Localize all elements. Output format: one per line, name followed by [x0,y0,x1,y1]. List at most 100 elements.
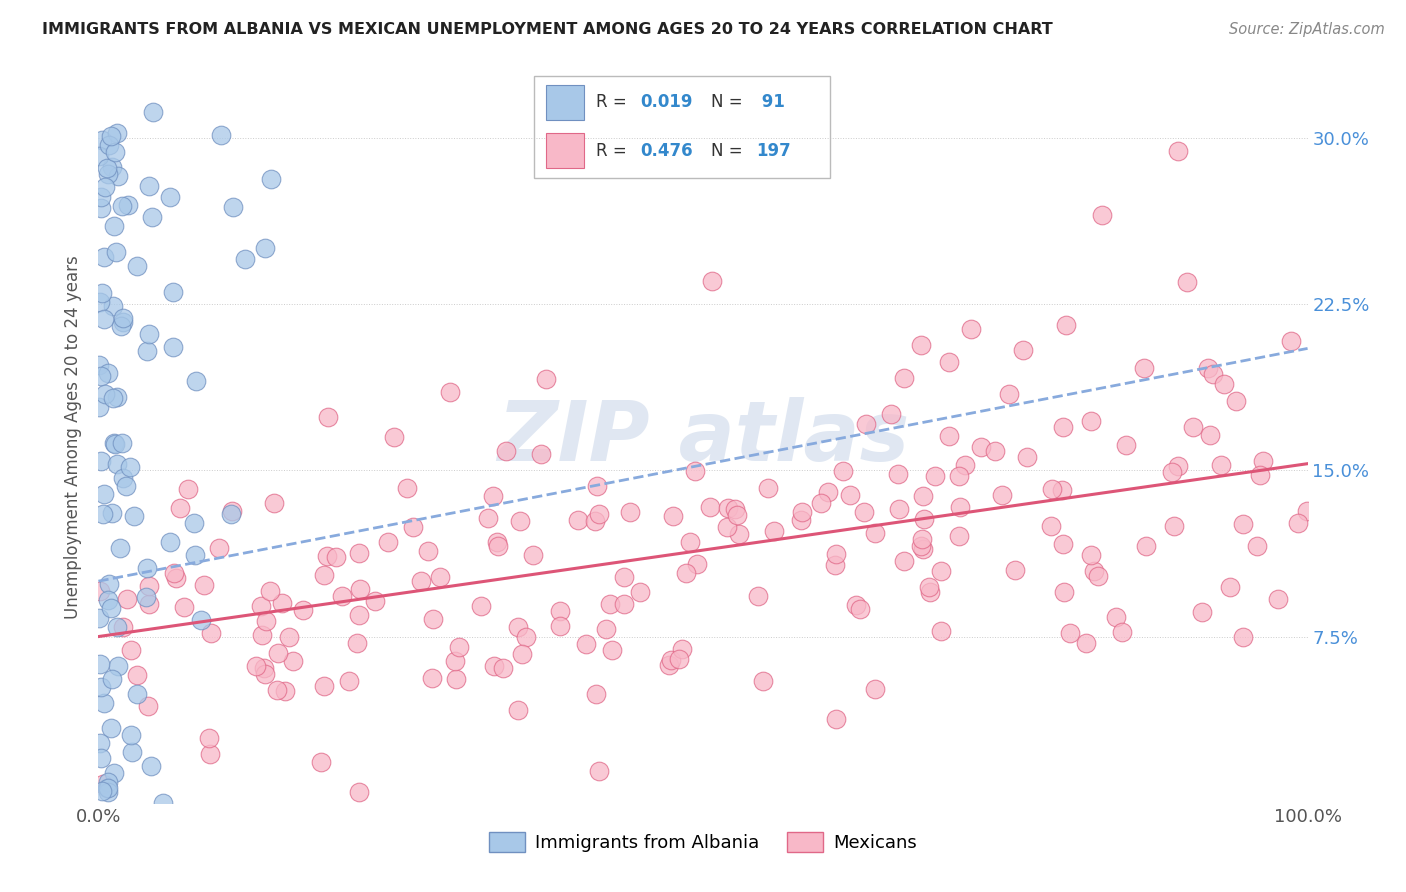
Point [107,169,129,183]
Point [103,219,125,233]
Point [100,160,122,174]
Point [548,604,571,618]
Point [111,199,134,213]
Point [163,566,186,581]
Point [852,505,875,519]
Bar [546,133,585,168]
Point [349,582,371,596]
Point [1191,606,1213,620]
Point [887,467,910,482]
Point [683,463,706,477]
Point [104,145,127,160]
Point [931,624,953,639]
Point [122,508,145,523]
Point [613,570,636,584]
Point [588,507,610,521]
Point [599,597,621,611]
Point [887,502,910,516]
Point [104,437,127,451]
Point [1279,334,1302,348]
Point [1225,394,1247,409]
Text: IMMIGRANTS FROM ALBANIA VS MEXICAN UNEMPLOYMENT AMONG AGES 20 TO 24 YEARS CORREL: IMMIGRANTS FROM ALBANIA VS MEXICAN UNEMP… [42,22,1053,37]
Point [1182,420,1205,434]
Point [1052,419,1074,434]
Point [96,161,118,176]
Point [125,668,148,682]
Point [1232,517,1254,532]
Point [1111,625,1133,640]
Point [263,496,285,510]
Point [105,390,128,404]
Point [1167,459,1189,474]
Point [267,646,290,660]
Point [1053,584,1076,599]
Point [382,430,405,444]
Point [121,746,143,760]
Point [330,589,353,603]
Point [1251,454,1274,468]
Y-axis label: Unemployment Among Ages 20 to 24 years: Unemployment Among Ages 20 to 24 years [65,255,83,619]
Point [522,548,544,562]
Point [100,721,122,735]
Point [1054,318,1077,332]
Point [855,417,877,431]
Point [94,387,117,401]
Text: 0.476: 0.476 [641,142,693,160]
Point [668,651,690,665]
Point [90,369,112,384]
Point [929,564,952,578]
Point [198,747,221,761]
Point [152,796,174,810]
Point [281,654,304,668]
Point [1286,516,1309,530]
Point [1052,483,1074,497]
Point [1104,610,1126,624]
Point [863,525,886,540]
Point [89,584,111,599]
Point [949,500,972,514]
Point [111,620,134,634]
Point [96,781,118,796]
Point [103,766,125,780]
Point [880,407,903,421]
Point [337,673,360,688]
Point [492,661,515,675]
Point [991,488,1014,502]
Point [893,370,915,384]
Point [481,489,503,503]
Point [349,785,371,799]
Point [89,657,111,672]
Point [177,482,200,496]
Point [910,539,932,553]
Point [135,590,157,604]
Point [567,513,589,527]
Point [159,190,181,204]
Point [671,642,693,657]
Point [266,683,288,698]
Point [254,241,277,255]
Point [259,172,281,186]
Point [139,759,162,773]
Point [912,542,935,557]
Point [314,680,336,694]
Text: 0.019: 0.019 [641,94,693,112]
Point [103,435,125,450]
Point [159,535,181,549]
Point [1209,458,1232,473]
Point [575,636,598,650]
Point [912,489,935,503]
Point [790,505,813,519]
Point [200,626,222,640]
Point [233,252,256,266]
Point [169,500,191,515]
Point [162,285,184,299]
Point [183,516,205,530]
Point [197,731,219,745]
Point [97,593,120,607]
Point [439,385,461,400]
Point [588,764,610,779]
Point [253,661,276,675]
Point [221,507,243,521]
Point [411,574,433,589]
Point [700,274,723,288]
